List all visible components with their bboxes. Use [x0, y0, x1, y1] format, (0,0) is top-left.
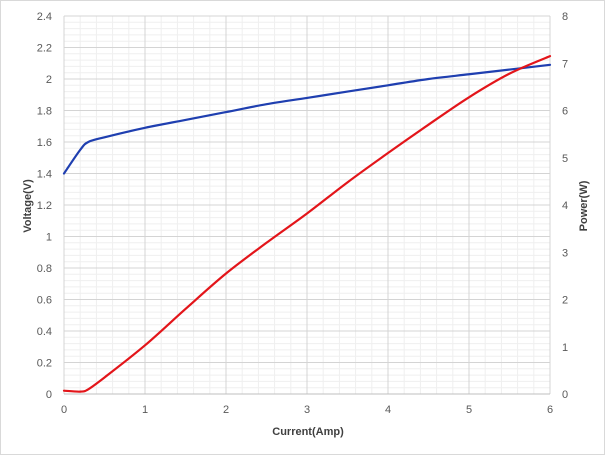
x-tick-label: 5: [466, 404, 472, 416]
y-tick-label: 2.2: [37, 43, 52, 55]
y-tick-label: 2.4: [37, 11, 52, 23]
x-tick-label: 0: [61, 404, 67, 416]
y-tick-label: 0.8: [37, 263, 52, 275]
y-tick-label: 1.6: [37, 137, 52, 149]
y2-tick-label: 6: [562, 106, 568, 118]
y2-tick-label: 0: [562, 389, 568, 401]
x-tick-label: 6: [547, 404, 553, 416]
y-tick-label: 0: [46, 389, 52, 401]
x-tick-label: 3: [304, 404, 310, 416]
power-series-line: [62, 55, 552, 393]
y2-axis-title: Power(W): [578, 180, 590, 231]
y-tick-label: 1.8: [37, 106, 52, 118]
y-axis-title: Voltage(V): [22, 179, 34, 233]
y-tick-label: 1: [46, 232, 52, 244]
y-tick-label: 1.2: [37, 200, 52, 212]
x-tick-label: 1: [142, 404, 148, 416]
x-tick-label: 2: [223, 404, 229, 416]
tick-labels: 0 1 2 3 4 5 600.20.40.60.811.21.41.61.822.22.4…: [37, 11, 568, 416]
y2-tick-label: 7: [562, 58, 568, 70]
series-lines: [62, 55, 552, 393]
y-tick-label: 1.4: [37, 169, 52, 181]
x-axis-title: Current(Amp): [272, 426, 344, 438]
y-tick-label: 2: [46, 74, 52, 86]
gridlines: [63, 15, 551, 395]
y2-tick-label: 1: [562, 342, 568, 354]
y-tick-label: 0.6: [37, 295, 52, 307]
voltage-series-line: [62, 63, 552, 175]
y-tick-label: 0.4: [37, 326, 52, 338]
x-tick-label: 4: [385, 404, 391, 416]
y2-tick-label: 8: [562, 11, 568, 23]
y2-tick-label: 5: [562, 153, 568, 165]
y-tick-label: 0.2: [37, 358, 52, 370]
y2-tick-label: 4: [562, 200, 568, 212]
y2-tick-label: 2: [562, 295, 568, 307]
y2-tick-label: 3: [562, 247, 568, 259]
